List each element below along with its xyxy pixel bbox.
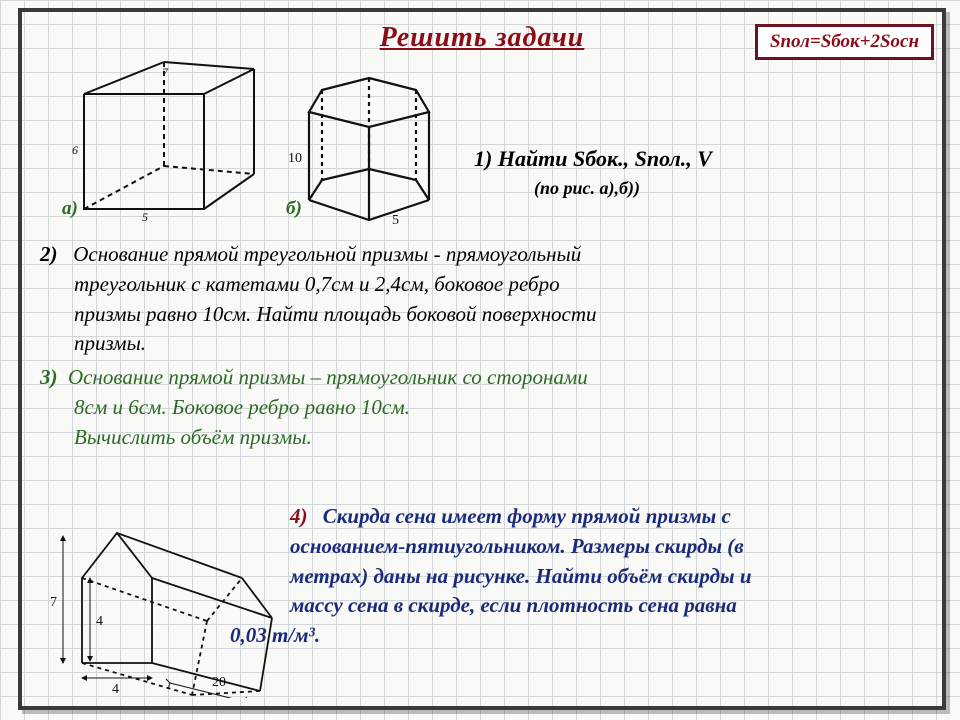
- task4-l4: массу сена в скирде, если плотность сена…: [290, 591, 922, 621]
- dim-a-top: 7: [162, 65, 169, 79]
- task3-l2: 8см и 6см. Боковое ребро равно 10см.: [74, 393, 924, 423]
- task4-l1: Скирда сена имеет форму прямой призмы с: [323, 504, 731, 528]
- task4-num: 4): [290, 504, 308, 528]
- task2-l1: Основание прямой треугольной призмы - пр…: [73, 242, 581, 266]
- dim-c-len: 20: [212, 675, 226, 690]
- task3-num: 3): [40, 365, 58, 389]
- haystack-svg: 7 4 4 20: [42, 503, 282, 698]
- hex-prism-svg: 10 5: [284, 72, 454, 237]
- task2-l2: треугольник с катетами 0,7см и 2,4см, бо…: [74, 270, 924, 300]
- task4-l3: метрах) даны на рисунке. Найти объём ски…: [290, 562, 922, 592]
- dim-c-w: 4: [112, 682, 119, 697]
- dim-c-h2: 4: [96, 614, 103, 629]
- dim-a-bottom: 5: [142, 210, 148, 224]
- task4: 4) Скирда сена имеет форму прямой призмы…: [290, 502, 922, 651]
- task1-heading: 1) Найти Sбок., Sпол., V: [474, 146, 712, 172]
- dim-b-h: 10: [288, 151, 302, 166]
- dim-c-h1: 7: [50, 595, 57, 610]
- figure-b-label: б): [286, 198, 302, 220]
- content-frame: Решить задачи Sпол=Sбок+2Sосн 6 7 5: [18, 8, 946, 710]
- task2-num: 2): [40, 242, 58, 266]
- dim-a-h: 6: [72, 143, 78, 157]
- task3: 3) Основание прямой призмы – прямоугольн…: [40, 363, 924, 452]
- task3-l3: Вычислить объём призмы.: [74, 423, 924, 453]
- figures-row: 6 7 5 а): [34, 54, 930, 234]
- dim-b-side: 5: [392, 213, 399, 228]
- figure-a-label: а): [62, 198, 78, 220]
- task4-l2: основанием-пятиугольником. Размеры скирд…: [290, 532, 922, 562]
- figure-c: 7 4 4 20: [42, 503, 282, 698]
- body-text: 2) Основание прямой треугольной призмы -…: [40, 240, 924, 453]
- figure-b: 10 5: [284, 72, 454, 237]
- task4-l5: 0,03 т/м³.: [230, 621, 922, 651]
- task3-l1: Основание прямой призмы – прямоугольник …: [68, 365, 588, 389]
- task2-l3: призмы равно 10см. Найти площадь боковой…: [74, 300, 924, 330]
- task2: 2) Основание прямой треугольной призмы -…: [40, 240, 924, 359]
- task2-l4: призмы.: [74, 329, 924, 359]
- task1-sub: (по рис. а),б)): [534, 178, 640, 199]
